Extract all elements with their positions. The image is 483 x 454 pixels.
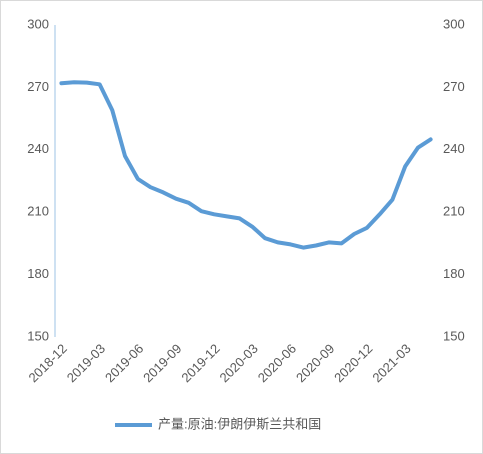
y-tick-label: 210 [27,204,49,219]
y-tick-label: 240 [27,141,49,156]
y2-tick-label: 240 [443,141,465,156]
y2-tick-label: 180 [443,266,465,281]
y2-tick-label: 210 [443,204,465,219]
y-tick-label: 150 [27,328,49,343]
y-tick-label: 180 [27,266,49,281]
y2-tick-label: 270 [443,79,465,94]
legend-label: 产量:原油:伊朗伊斯兰共和国 [158,416,321,431]
line-series [59,80,433,250]
y2-tick-label: 150 [443,328,465,343]
y2-tick-label: 300 [443,16,465,31]
y-tick-label: 300 [27,16,49,31]
y-tick-label: 270 [27,79,49,94]
